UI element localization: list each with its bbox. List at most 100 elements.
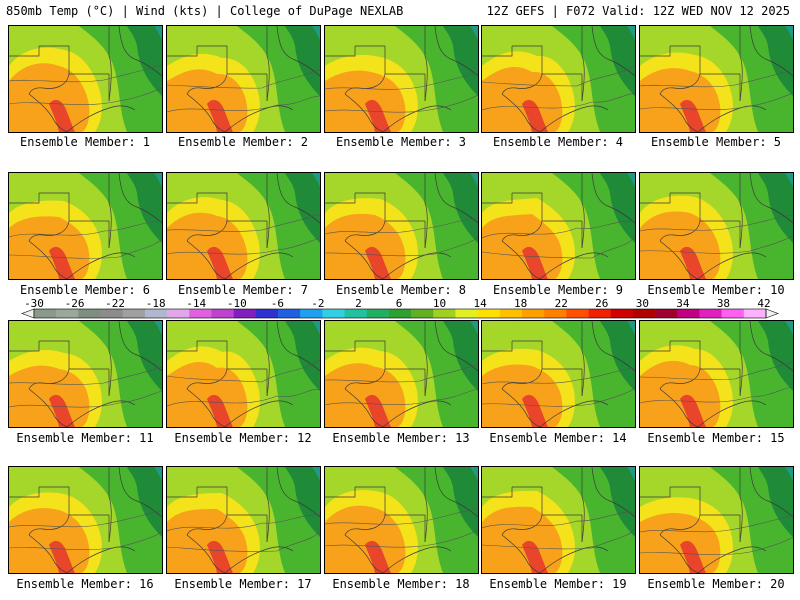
temperature-map xyxy=(325,467,478,573)
temperature-map xyxy=(167,173,320,279)
colorbar-tick-label: 34 xyxy=(676,297,690,310)
ensemble-member-panel xyxy=(324,172,479,280)
ensemble-member-panel xyxy=(324,320,479,428)
colorbar-swatch xyxy=(477,309,501,318)
colorbar-tick-label: -2 xyxy=(311,297,325,310)
colorbar-swatch xyxy=(56,309,79,318)
colorbar-swatch xyxy=(34,309,57,318)
colorbar-swatch xyxy=(411,309,434,318)
colorbar-tick-label: 14 xyxy=(473,297,487,310)
colorbar-swatch xyxy=(144,309,168,318)
colorbar-swatch xyxy=(366,309,390,318)
ensemble-member-panel xyxy=(8,466,163,574)
ensemble-member-label: Ensemble Member: 9 xyxy=(492,283,624,297)
temperature-map xyxy=(482,173,635,279)
colorbar-tick-label: 26 xyxy=(595,297,609,310)
colorbar-swatch xyxy=(300,309,323,318)
temperature-map xyxy=(482,321,635,427)
colorbar-swatch xyxy=(522,309,545,318)
colorbar-swatch xyxy=(189,309,212,318)
temperature-map xyxy=(325,321,478,427)
ensemble-member-panel xyxy=(481,320,636,428)
temperature-map xyxy=(482,26,635,132)
colorbar-tick-label: 38 xyxy=(716,297,731,310)
ensemble-member-label: Ensemble Member: 10 xyxy=(647,283,785,297)
colorbar-swatch xyxy=(255,309,279,318)
colorbar-tick-label: -14 xyxy=(186,297,207,310)
ensemble-member-panel xyxy=(8,25,163,133)
ensemble-member-panel xyxy=(639,25,794,133)
temperature-map xyxy=(167,321,320,427)
colorbar-swatch xyxy=(100,309,124,318)
ensemble-member-label: Ensemble Member: 20 xyxy=(647,577,785,591)
colorbar-swatch xyxy=(344,309,368,318)
temperature-map xyxy=(640,321,793,427)
colorbar-swatch xyxy=(278,309,301,318)
colorbar-tick-label: -22 xyxy=(105,297,126,310)
colorbar-swatch xyxy=(322,309,345,318)
colorbar-tick-label: 30 xyxy=(635,297,649,310)
ensemble-member-panel xyxy=(166,320,321,428)
colorbar-tick-label: 22 xyxy=(554,297,568,310)
colorbar-swatch xyxy=(122,309,146,318)
colorbar-swatch xyxy=(455,309,478,318)
ensemble-member-panel xyxy=(8,320,163,428)
colorbar-tick-label: 10 xyxy=(432,297,447,310)
colorbar-right-arrow xyxy=(765,308,779,319)
ensemble-member-label: Ensemble Member: 14 xyxy=(489,431,627,445)
ensemble-member-label: Ensemble Member: 17 xyxy=(174,577,312,591)
colorbar-swatch xyxy=(566,309,589,318)
model-valid-time: 12Z GEFS | F072 Valid: 12Z WED NOV 12 20… xyxy=(486,4,790,18)
ensemble-member-panel xyxy=(639,466,794,574)
ensemble-member-label: Ensemble Member: 13 xyxy=(332,431,470,445)
colorbar-tick-label: -26 xyxy=(64,297,85,310)
ensemble-member-label: Ensemble Member: 18 xyxy=(332,577,470,591)
colorbar-swatch xyxy=(433,309,456,318)
temperature-map xyxy=(9,321,162,427)
colorbar-swatch xyxy=(78,309,101,318)
colorbar-tick-label: 2 xyxy=(355,297,362,310)
colorbar-swatch xyxy=(743,309,767,318)
temperature-map xyxy=(640,26,793,132)
colorbar-swatch xyxy=(388,309,412,318)
ensemble-member-panel xyxy=(166,25,321,133)
temperature-map xyxy=(640,467,793,573)
colorbar-swatch xyxy=(677,309,700,318)
ensemble-member-label: Ensemble Member: 16 xyxy=(16,577,154,591)
colorbar-swatch xyxy=(655,309,678,318)
ensemble-member-label: Ensemble Member: 11 xyxy=(16,431,154,445)
colorbar-swatch xyxy=(544,309,567,318)
ensemble-member-panel xyxy=(324,466,479,574)
colorbar-swatch xyxy=(610,309,634,318)
temperature-map xyxy=(9,26,162,132)
temperature-map xyxy=(167,26,320,132)
ensemble-member-label: Ensemble Member: 15 xyxy=(647,431,785,445)
colorbar-swatch xyxy=(721,309,745,318)
ensemble-member-label: Ensemble Member: 4 xyxy=(492,135,624,149)
colorbar-swatch xyxy=(499,309,523,318)
colorbar-swatch xyxy=(632,309,656,318)
temperature-colorbar xyxy=(21,308,779,319)
temperature-map xyxy=(325,173,478,279)
ensemble-member-panel xyxy=(166,172,321,280)
ensemble-member-panel xyxy=(324,25,479,133)
colorbar-tick-label: -18 xyxy=(145,297,166,310)
temperature-map xyxy=(640,173,793,279)
ensemble-member-panel xyxy=(639,172,794,280)
colorbar-tick-label: 6 xyxy=(395,297,403,310)
ensemble-member-panel xyxy=(481,466,636,574)
ensemble-member-panel xyxy=(639,320,794,428)
ensemble-member-panel xyxy=(481,25,636,133)
ensemble-member-label: Ensemble Member: 1 xyxy=(19,135,151,149)
temperature-map xyxy=(167,467,320,573)
ensemble-member-label: Ensemble Member: 2 xyxy=(177,135,309,149)
colorbar-tick-label: -10 xyxy=(226,297,247,310)
ensemble-member-label: Ensemble Member: 5 xyxy=(650,135,782,149)
colorbar-swatch xyxy=(233,309,257,318)
colorbar-frame xyxy=(33,308,767,319)
ensemble-member-label: Ensemble Member: 6 xyxy=(19,283,151,297)
colorbar-tick-label: 18 xyxy=(514,297,528,310)
temperature-map xyxy=(325,26,478,132)
colorbar-swatch xyxy=(167,309,190,318)
temperature-map xyxy=(9,467,162,573)
